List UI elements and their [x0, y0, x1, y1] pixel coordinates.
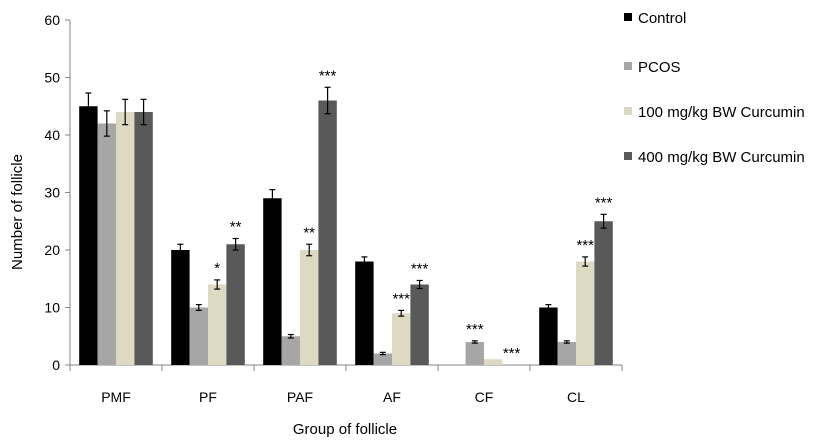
bar: [171, 250, 190, 365]
bar: [576, 261, 595, 365]
significance-label: ***: [319, 67, 337, 84]
bar: [594, 221, 613, 365]
y-tick-label: 40: [44, 127, 60, 143]
bar: [263, 198, 282, 365]
y-tick-label: 30: [44, 185, 60, 201]
y-tick-label: 0: [52, 357, 60, 373]
legend-label: 400 mg/kg BW Curcumin: [638, 149, 805, 166]
bar: [557, 342, 576, 365]
x-tick-label: PF: [199, 389, 217, 405]
significance-label: **: [230, 219, 242, 236]
significance-label: *: [214, 260, 220, 277]
x-tick-label: AF: [383, 389, 401, 405]
bar: [97, 123, 116, 365]
legend-label: Control: [638, 10, 686, 27]
significance-label: ***: [411, 260, 429, 277]
bar: [410, 284, 429, 365]
significance-label: ***: [466, 321, 484, 338]
legend-label: 100 mg/kg BW Curcumin: [638, 104, 805, 121]
legend-swatch: [624, 13, 632, 21]
bar: [484, 359, 503, 365]
bar: [134, 112, 153, 365]
x-tick-label: CL: [567, 389, 585, 405]
significance-label: ***: [503, 345, 521, 362]
y-axis-title: Number of follicle: [9, 154, 26, 270]
bar: [208, 284, 227, 365]
significance-label: ***: [576, 237, 594, 254]
bar: [318, 100, 337, 365]
legend-swatch: [624, 62, 632, 70]
x-axis-title: Group of follicle: [293, 421, 397, 438]
y-tick-label: 10: [44, 300, 60, 316]
bar: [226, 244, 245, 365]
x-tick-label: PAF: [287, 389, 313, 405]
bar: [465, 342, 484, 365]
bar: [116, 112, 135, 365]
axes: [65, 19, 623, 371]
bar: [300, 250, 319, 365]
bar: [373, 353, 392, 365]
bars: **************************: [79, 67, 613, 365]
bar: [539, 307, 558, 365]
significance-label: **: [303, 224, 315, 241]
y-tick-label: 60: [44, 12, 60, 28]
bar: [355, 261, 374, 365]
bar: [281, 336, 300, 365]
significance-label: ***: [392, 290, 410, 307]
bar: [392, 313, 411, 365]
legend-label: PCOS: [638, 59, 681, 76]
y-tick-label: 20: [44, 242, 60, 258]
legend-swatch: [624, 152, 632, 160]
x-tick-label: CF: [475, 389, 494, 405]
tick-labels: 0 10 20 30 40 50 60 PMF PF PAF AF CF CL: [44, 12, 585, 405]
bar: [189, 307, 208, 365]
significance-label: ***: [595, 194, 613, 211]
y-tick-label: 50: [44, 70, 60, 86]
bar: [79, 106, 98, 365]
legend-swatch: [624, 107, 632, 115]
x-tick-label: PMF: [101, 389, 131, 405]
legend: Control PCOS 100 mg/kg BW Curcumin 400 mg/k…: [624, 10, 805, 166]
